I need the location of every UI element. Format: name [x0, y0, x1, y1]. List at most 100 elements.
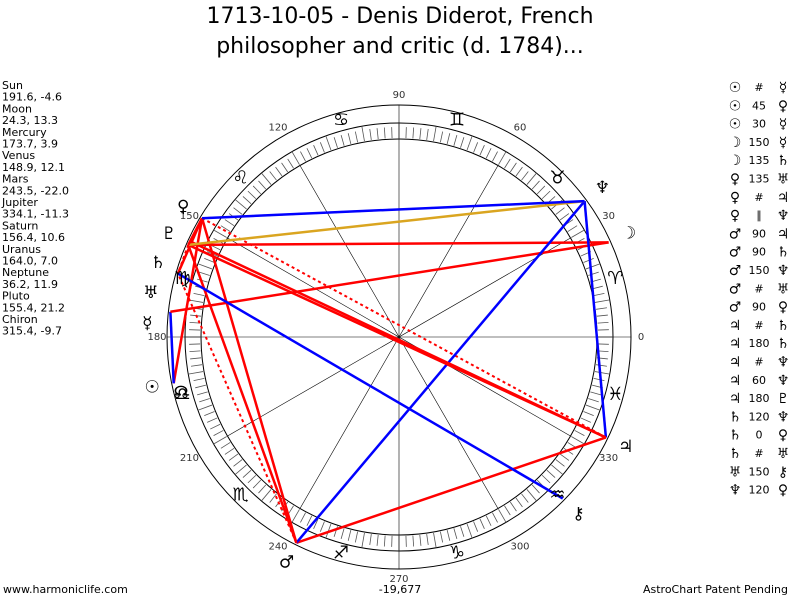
ring-tick	[347, 133, 352, 145]
ring-tick	[258, 180, 267, 190]
ring-tick	[412, 535, 415, 547]
ring-tick	[300, 151, 306, 162]
ring-tick	[594, 371, 610, 375]
aspect-type: #	[754, 191, 763, 204]
ring-tick	[204, 411, 215, 417]
degree-label: 210	[180, 453, 199, 464]
aspect-planet: ♅	[777, 446, 790, 462]
ring-tick	[515, 497, 523, 508]
ring-tick	[485, 515, 492, 526]
ring-tick	[446, 133, 451, 145]
aspect-planet: ♀	[778, 428, 788, 444]
aspect-line	[202, 199, 585, 220]
aspect-line	[200, 217, 298, 544]
ring-tick	[376, 534, 379, 546]
aspect-planet: ☽	[729, 135, 742, 151]
aspect-lines	[169, 199, 609, 545]
aspect-line	[295, 200, 586, 544]
ring-tick	[383, 535, 386, 547]
ring-tick	[492, 512, 498, 523]
sign-glyph: ♎	[175, 384, 191, 405]
aspect-line	[189, 240, 607, 439]
ring-tick	[242, 469, 252, 478]
degree-label: 150	[180, 211, 199, 222]
planet-coords: 315.4, -9.7	[2, 325, 62, 338]
ring-tick	[361, 532, 365, 548]
aspect-planet: ♄	[777, 245, 790, 261]
degree-label: 0	[638, 332, 644, 343]
aspect-planet: ♄	[729, 409, 742, 425]
ring-tick	[555, 459, 565, 467]
ring-tick	[593, 292, 605, 297]
aspect-planet: ♂	[729, 300, 742, 316]
planet-name: Venus	[2, 149, 35, 162]
aspect-planet: ☿	[779, 80, 788, 96]
sign-glyph: ♒	[549, 484, 565, 505]
ring-tick	[580, 417, 592, 423]
ring-tick	[498, 151, 507, 165]
sign-glyph: ♏	[233, 484, 249, 505]
ring-tick	[313, 518, 319, 530]
ring-tick	[199, 398, 210, 403]
ring-tick	[319, 521, 325, 532]
planet-coords: 334.1, -11.3	[2, 208, 69, 221]
ring-tick	[228, 453, 239, 461]
ring-tick	[453, 135, 458, 146]
ring-tick	[571, 229, 585, 238]
aspect-planet: ♂	[729, 245, 742, 261]
ring-tick	[426, 534, 429, 546]
ring-tick	[269, 493, 277, 503]
aspect-type: #	[754, 81, 763, 94]
degree-label: 120	[268, 122, 287, 133]
aspect-line	[188, 241, 609, 247]
ring-tick	[412, 127, 415, 139]
planet-glyph: ♇	[161, 224, 176, 244]
planet-name: Mars	[2, 173, 29, 186]
sign-glyph: ♐	[333, 542, 349, 563]
ring-tick	[419, 128, 422, 140]
ring-tick	[224, 219, 235, 227]
ring-tick	[591, 285, 603, 290]
ring-tick	[439, 531, 444, 543]
aspect-planet: ☿	[779, 117, 788, 133]
aspect-planet: ♇	[777, 391, 790, 407]
aspect-planet: ♀	[730, 208, 740, 224]
aspect-planet: ♆	[777, 409, 790, 425]
ring-tick	[588, 398, 599, 403]
ring-tick	[453, 528, 458, 539]
ring-tick	[234, 464, 247, 475]
ring-tick	[291, 509, 300, 523]
ring-tick	[287, 158, 294, 169]
planet-name: Chiron	[2, 313, 38, 326]
aspect-planet: ♆	[729, 483, 742, 499]
aspect-line	[187, 244, 298, 544]
aspect-type: 90	[752, 227, 766, 240]
ring-tick	[213, 229, 227, 238]
aspect-line	[176, 244, 190, 274]
ring-tick	[242, 196, 252, 205]
ring-tick	[585, 263, 601, 270]
ring-tick	[252, 479, 262, 489]
aspect-line	[177, 272, 564, 500]
planet-coords: 191.6, -4.6	[2, 91, 62, 104]
ring-tick	[261, 172, 272, 185]
ring-tick	[361, 126, 365, 142]
aspect-planet: ♅	[777, 281, 790, 297]
planet-coords: 164.0, 7.0	[2, 255, 58, 268]
aspect-planet: ♂	[729, 226, 742, 242]
planet-coords: 173.7, 3.9	[2, 138, 58, 151]
planet-name: Saturn	[2, 219, 38, 232]
aspect-line	[169, 311, 175, 384]
aspect-type: 150	[749, 264, 770, 277]
ring-tick	[213, 430, 224, 436]
ring-tick	[269, 171, 277, 181]
aspect-planet: ♀	[730, 172, 740, 188]
aspect-planet: ♄	[729, 446, 742, 462]
ring-tick	[546, 469, 556, 478]
ring-tick	[460, 526, 465, 537]
title-line: 1713-10-05 - Denis Diderot, French	[206, 4, 593, 29]
ring-tick	[419, 534, 422, 546]
ring-tick	[252, 185, 262, 195]
ring-tick	[340, 528, 345, 539]
ring-tick	[369, 128, 372, 140]
